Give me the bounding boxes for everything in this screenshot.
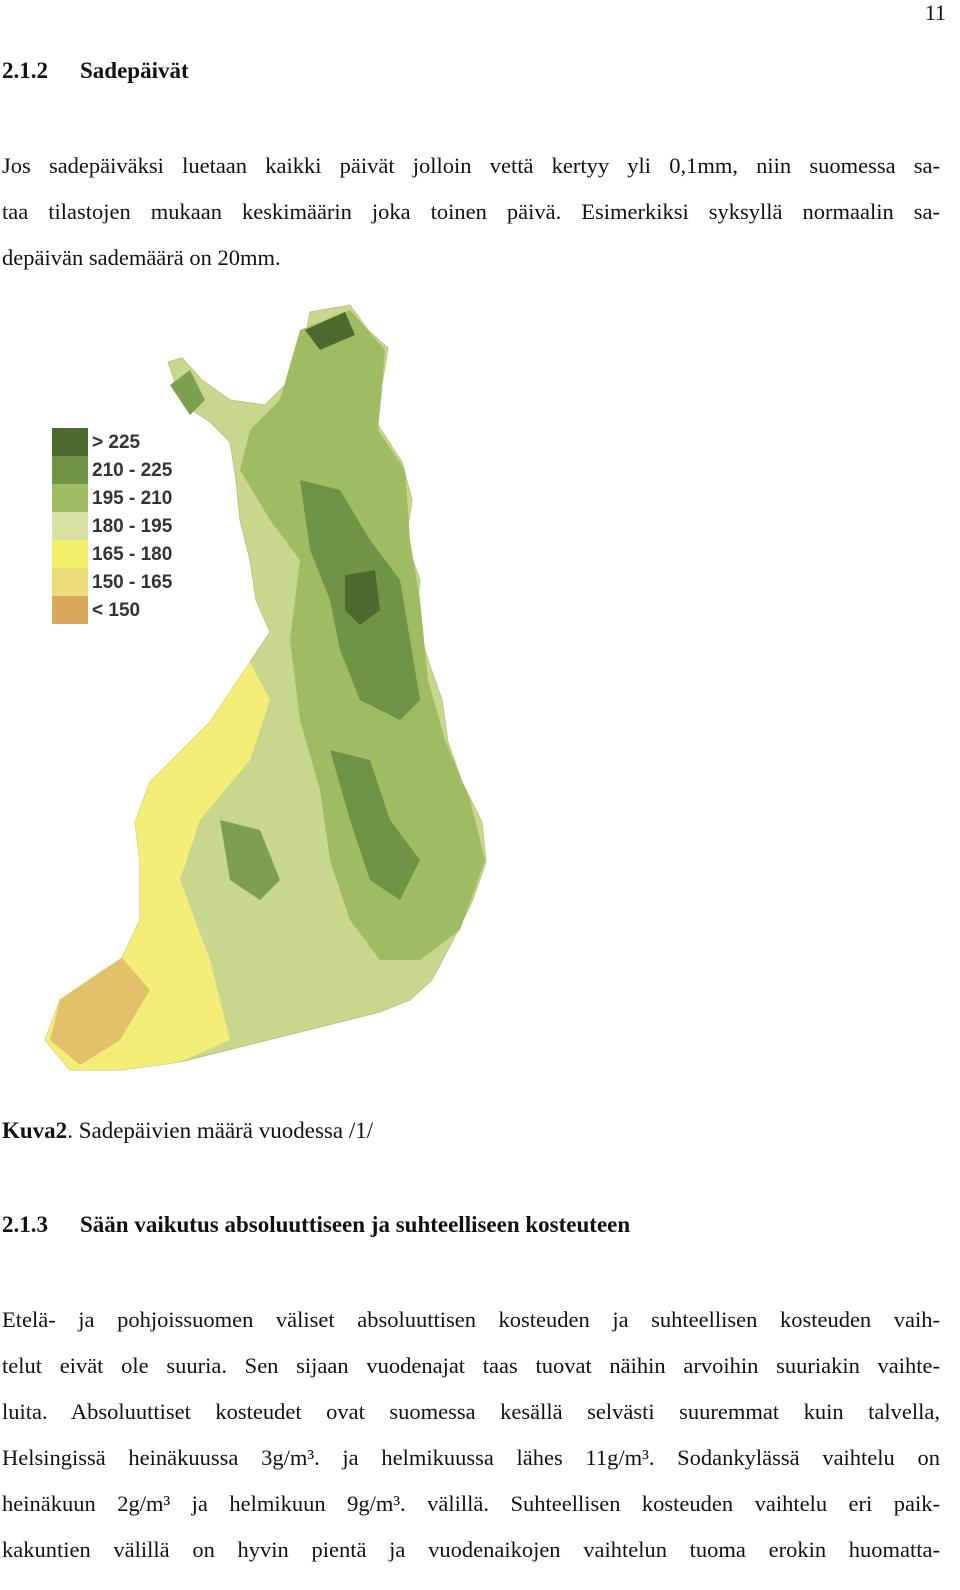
text-line: depäivän sademäärä on 20mm. [2,245,281,270]
legend-swatch [52,540,88,568]
legend-label: 150 - 165 [92,572,173,593]
legend-label: 165 - 180 [92,544,172,565]
precipitation-map: > 225 210 - 225 195 - 210 180 - 195 165 - 18… [44,304,487,1071]
legend-swatch [52,596,88,624]
section-number: 2.1.3 [2,1212,48,1237]
wetter-zone [170,370,205,415]
legend-label: 210 - 225 [92,460,173,481]
legend-label: > 225 [92,432,141,453]
legend-swatch [52,512,88,540]
text-line: taa tilastojen mukaan keskimäärin joka t… [2,199,940,224]
wettest-zone [305,312,355,350]
legend-swatch [52,456,88,484]
driest-coast [50,958,150,1065]
legend-swatch [52,428,88,456]
section-title: Sään vaikutus absoluuttiseen ja suhteell… [80,1212,631,1237]
text-line: kakuntien välillä on hyvin pientä ja vuo… [2,1537,940,1562]
caption-label: Kuva2 [2,1118,68,1143]
dry-coast [45,662,270,1070]
legend-label: 195 - 210 [92,488,172,509]
text-line: Helsingissä heinäkuussa 3g/m³. ja helmik… [2,1445,940,1470]
caption-text: . Sadepäivien määrä vuodessa /1/ [67,1118,374,1143]
section-heading: 2.1.3 Sään vaikutus absoluuttiseen ja suh… [2,1212,630,1238]
text-line: Jos sadepäiväksi luetaan kaikki päivät j… [2,153,940,178]
section-title: Sadepäivät [80,58,189,83]
wetter-zone [330,750,420,900]
text-line: heinäkuun 2g/m³ ja helmikuun 9g/m³. väli… [2,1491,940,1516]
paragraph: Etelä- ja pohjoissuomen väliset absoluut… [2,1297,940,1573]
legend-swatch [52,484,88,512]
wettest-zone [345,570,380,625]
legend-swatch [52,568,88,596]
figure-caption: Kuva2. Sadepäivien määrä vuodessa /1/ [2,1118,373,1144]
legend-label: 180 - 195 [92,516,173,537]
text-line: luita. Absoluuttiset kosteudet ovat suom… [2,1399,940,1424]
section-number: 2.1.2 [2,58,48,83]
section-heading: 2.1.2 Sadepäivät [2,58,189,84]
legend: > 225 210 - 225 195 - 210 180 - 195 165 - 18… [52,428,173,624]
page-number: 11 [924,0,946,25]
wetter-zone [220,820,280,900]
legend-label: < 150 [92,600,140,621]
text-line: Etelä- ja pohjoissuomen väliset absoluut… [2,1307,940,1332]
text-line: telut eivät ole suuria. Sen sijaan vuode… [2,1353,940,1378]
paragraph: Jos sadepäiväksi luetaan kaikki päivät j… [2,143,940,281]
